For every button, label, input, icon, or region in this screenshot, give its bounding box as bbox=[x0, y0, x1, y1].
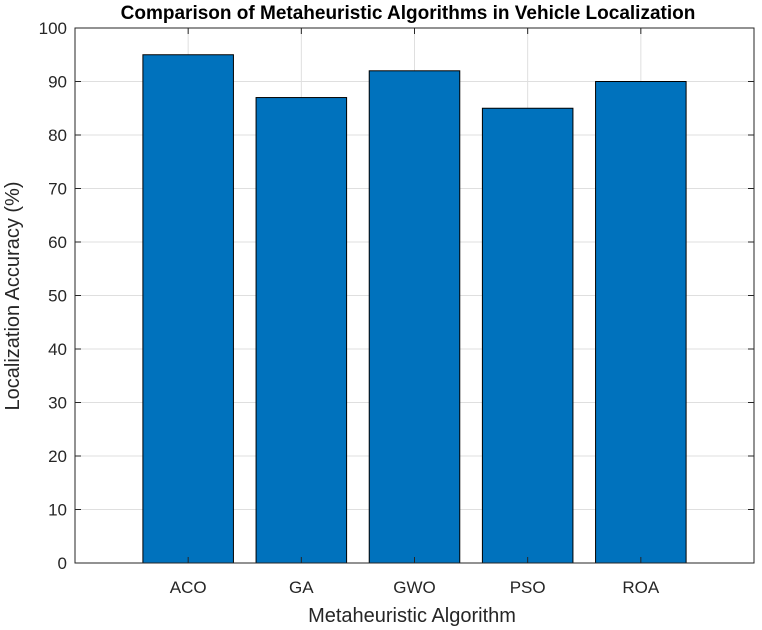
label-layer: 0 10 20 30 40 50 60 70 80 90 100 ACO GA GWO PSO ROA bbox=[39, 19, 660, 597]
bar-aco bbox=[142, 54, 234, 564]
bar-gwo bbox=[368, 70, 461, 564]
bar-roa bbox=[595, 81, 687, 564]
x-axis-title: Metaheuristic Algorithm bbox=[308, 605, 516, 627]
x-tick-label-gwo: GWO bbox=[393, 578, 436, 597]
y-tick-label: 10 bbox=[48, 501, 67, 520]
bar-layer bbox=[142, 54, 687, 564]
x-tick-label-pso: PSO bbox=[510, 578, 546, 597]
x-tick-label-ga: GA bbox=[289, 578, 314, 597]
y-tick-label: 100 bbox=[39, 19, 67, 38]
bar-pso bbox=[481, 107, 574, 564]
y-tick-label: 50 bbox=[48, 287, 67, 306]
y-tick-label: 40 bbox=[48, 340, 67, 359]
bar-ga bbox=[255, 97, 348, 564]
y-tick-label: 60 bbox=[48, 233, 67, 252]
y-tick-label: 0 bbox=[58, 554, 67, 573]
y-axis-title: Localization Accuracy (%) bbox=[2, 182, 24, 411]
y-tick-label: 80 bbox=[48, 126, 67, 145]
x-tick-label-roa: ROA bbox=[622, 578, 660, 597]
y-tick-label: 20 bbox=[48, 447, 67, 466]
x-tick-label-aco: ACO bbox=[170, 578, 207, 597]
axis-layer bbox=[74, 27, 755, 564]
y-tick-label: 30 bbox=[48, 394, 67, 413]
y-tick-label: 70 bbox=[48, 180, 67, 199]
y-tick-label: 90 bbox=[48, 73, 67, 92]
chart-title: Comparison of Metaheuristic Algorithms i… bbox=[121, 3, 696, 24]
